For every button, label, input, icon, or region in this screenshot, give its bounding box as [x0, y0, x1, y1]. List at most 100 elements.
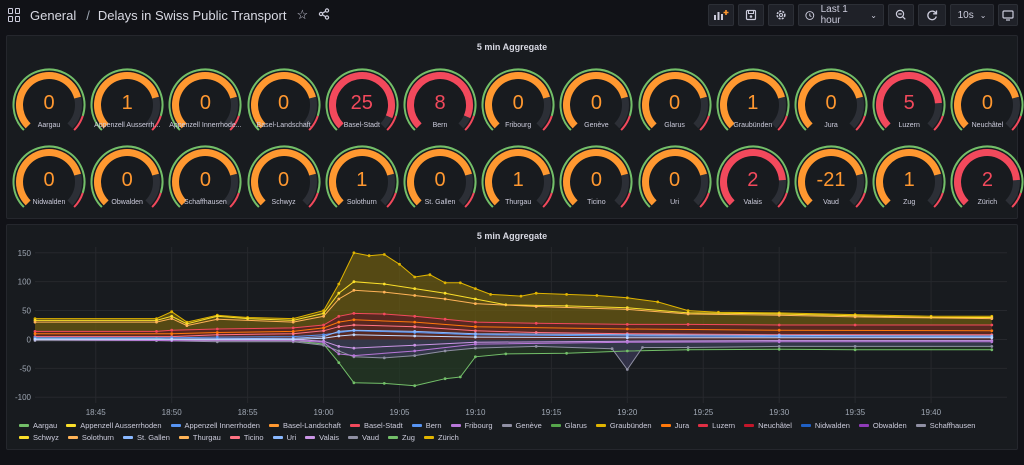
- legend-item[interactable]: Zug: [388, 433, 415, 442]
- legend-item[interactable]: Ticino: [229, 433, 264, 442]
- legend-item[interactable]: Luzern: [698, 421, 735, 430]
- gauge-label: Luzern: [898, 122, 920, 129]
- gauge-value: 0: [512, 92, 524, 114]
- zoom-out-button[interactable]: [888, 4, 914, 26]
- legend-item[interactable]: Obwalden: [858, 421, 907, 430]
- star-icon[interactable]: ☆: [296, 7, 309, 22]
- series-point: [155, 330, 158, 333]
- legend-label: Genève: [515, 421, 542, 430]
- panel-title[interactable]: 5 min Aggregate: [476, 231, 548, 241]
- series-point: [382, 312, 386, 316]
- series-point: [291, 320, 295, 324]
- panel-title[interactable]: 5 min Aggregate: [476, 42, 548, 52]
- apps-icon[interactable]: [8, 8, 22, 22]
- refresh-interval-label: 10s: [957, 9, 974, 21]
- series-point: [474, 335, 477, 339]
- gauge: 0 Uri: [636, 144, 714, 214]
- legend-item[interactable]: Glarus: [550, 421, 587, 430]
- gauge-label: Genève: [584, 122, 609, 129]
- gauge-value: 0: [434, 169, 446, 191]
- series-point: [853, 348, 857, 352]
- series-point: [853, 345, 857, 348]
- gauge: 0 Fribourg: [479, 67, 557, 137]
- legend-item[interactable]: Valais: [305, 433, 339, 442]
- legend-item[interactable]: Vaud: [348, 433, 379, 442]
- series-point: [990, 323, 994, 327]
- series-point: [413, 320, 417, 324]
- legend-item[interactable]: Aargau: [19, 421, 57, 430]
- series-point: [352, 381, 356, 385]
- legend-item[interactable]: Jura: [660, 421, 689, 430]
- legend-item[interactable]: Appenzell Ausserrhoden: [66, 421, 162, 430]
- series-point: [337, 314, 341, 318]
- gauge: 1 Zug: [870, 144, 948, 214]
- legend-item[interactable]: Zürich: [423, 433, 459, 442]
- legend-item[interactable]: Basel-Landschaft: [268, 421, 341, 430]
- legend-item[interactable]: Schwyz: [19, 433, 59, 442]
- legend-item[interactable]: Schaffhausen: [915, 421, 975, 430]
- gauge: 1 Appenzell Ausserrh...: [88, 67, 166, 137]
- refresh-button[interactable]: [918, 4, 946, 26]
- refresh-interval-picker[interactable]: 10s ⌄: [950, 4, 994, 26]
- series-point: [443, 317, 447, 321]
- save-button[interactable]: [738, 4, 764, 26]
- legend-item[interactable]: Solothurn: [67, 433, 114, 442]
- legend-item[interactable]: Bern: [411, 421, 442, 430]
- series-point: [625, 333, 629, 337]
- gauge: 0 Schaffhausen: [166, 144, 244, 214]
- series-point: [322, 336, 325, 340]
- gauge: 1 Solothurn: [323, 144, 401, 214]
- series-point: [474, 332, 477, 336]
- series-point: [474, 297, 477, 301]
- breadcrumb-folder[interactable]: General: [30, 7, 77, 23]
- series-point: [322, 329, 325, 333]
- add-panel-button[interactable]: [708, 4, 734, 26]
- timeseries-chart[interactable]: 150 100 50 0 -50 -100 18:45 18:50 18:55 19:00 19:0…: [7, 225, 1019, 421]
- legend-swatch: [595, 424, 606, 427]
- gauge-value: 0: [199, 169, 211, 191]
- legend-swatch: [915, 424, 926, 427]
- series-point: [382, 382, 386, 385]
- series-point: [443, 291, 447, 295]
- tv-mode-button[interactable]: [998, 4, 1018, 26]
- legend-item[interactable]: St. Gallen: [122, 433, 170, 442]
- legend-item[interactable]: Thurgau: [178, 433, 221, 442]
- legend-item[interactable]: Genève: [501, 421, 542, 430]
- legend-label: Obwalden: [872, 421, 907, 430]
- legend-item[interactable]: Fribourg: [450, 421, 493, 430]
- legend-item[interactable]: Appenzell Innerrhoden: [170, 421, 260, 430]
- series-point: [625, 340, 629, 344]
- legend-item[interactable]: Basel-Stadt: [349, 421, 403, 430]
- legend-item[interactable]: Neuchâtel: [744, 421, 792, 430]
- gauge-value: 0: [590, 92, 602, 114]
- series-point: [534, 291, 538, 295]
- gauge-value: 1: [121, 92, 133, 114]
- gauge-arc: [950, 68, 1024, 131]
- series-point: [337, 325, 341, 329]
- gauge-value: 0: [590, 169, 602, 191]
- gauge-panel[interactable]: 5 min Aggregate 0 Aargau 1 Appenzell Ausser…: [6, 35, 1024, 219]
- y-tick-label: 150: [18, 249, 32, 258]
- dashboard-navbar: General / Delays in Swiss Public Transpo…: [0, 0, 1024, 30]
- dashboard-title[interactable]: Delays in Swiss Public Transport: [97, 7, 287, 23]
- series-point: [656, 300, 660, 304]
- legend-item[interactable]: Graubünden: [595, 421, 652, 430]
- series-point: [352, 346, 356, 350]
- settings-button[interactable]: [768, 4, 794, 26]
- series-point: [686, 323, 690, 326]
- legend-swatch: [229, 436, 240, 439]
- series-point: [686, 312, 690, 316]
- time-range-picker[interactable]: Last 1 hour ⌄: [798, 4, 884, 26]
- series-point: [413, 354, 417, 357]
- series-point: [215, 335, 219, 339]
- gauge-value: 0: [825, 92, 837, 114]
- timeseries-panel[interactable]: 5 min Aggregate 150 100 50 0 -50 -100 18:45 18:…: [6, 224, 1018, 450]
- gauge: 0 Obwalden: [88, 144, 166, 214]
- gauge-value: 1: [512, 169, 524, 191]
- x-tick-label: 19:35: [845, 408, 866, 417]
- legend-item[interactable]: Nidwalden: [800, 421, 850, 430]
- legend-item[interactable]: Uri: [272, 433, 296, 442]
- share-icon[interactable]: [318, 7, 330, 23]
- series-point: [33, 332, 37, 336]
- gauge-arc: [247, 145, 321, 208]
